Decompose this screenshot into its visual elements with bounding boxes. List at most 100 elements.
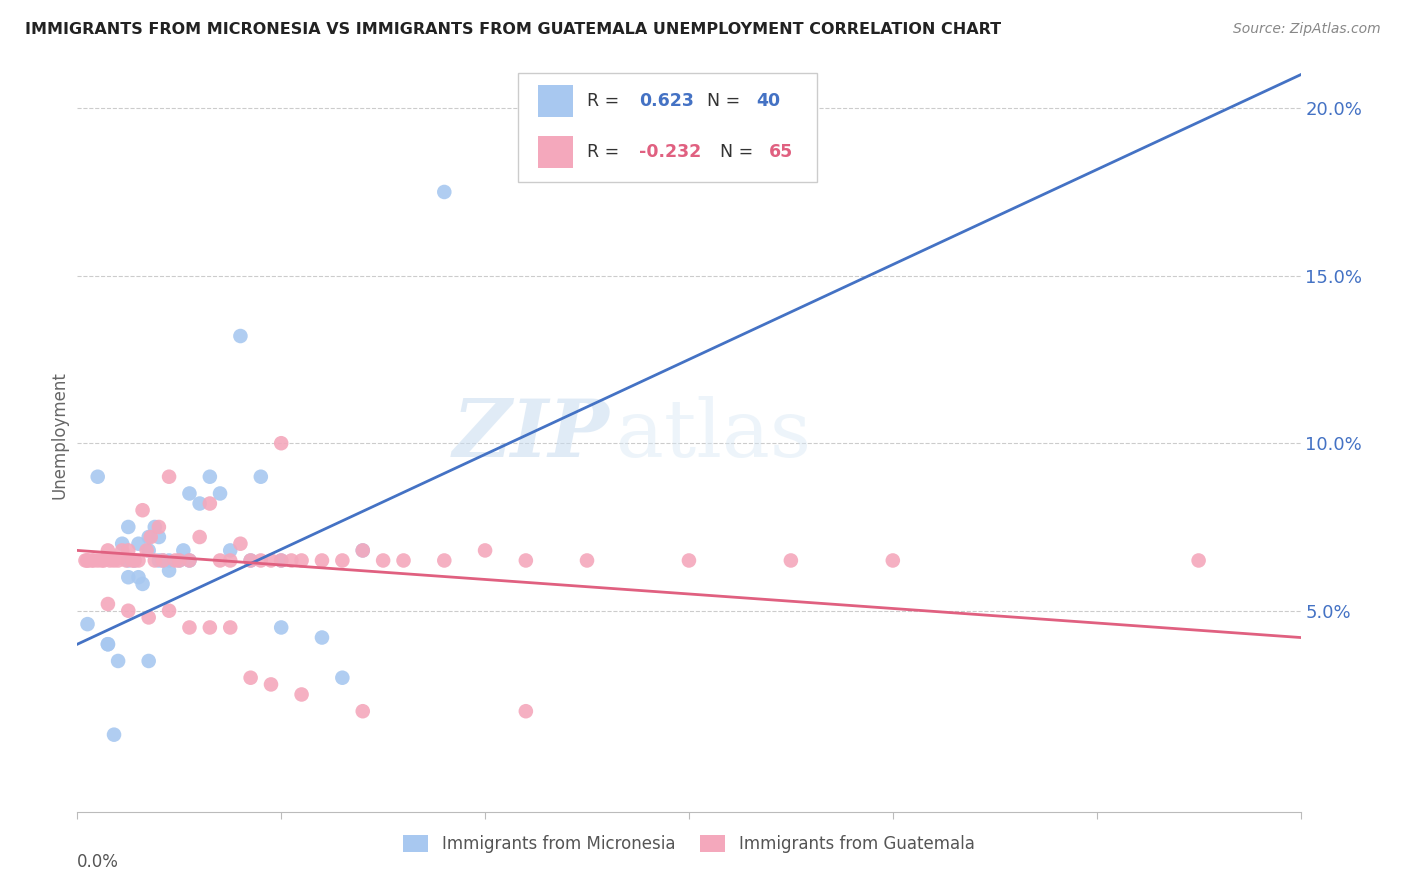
Point [352,543,374,558]
Point [152,553,174,567]
Point [148,520,170,534]
Point [117,553,139,567]
Point [75,553,97,567]
Point [107,654,129,668]
Text: 0.0%: 0.0% [77,853,120,871]
Point [352,704,374,718]
Point [678,553,700,567]
Text: Source: ZipAtlas.com: Source: ZipAtlas.com [1233,22,1381,37]
Point [392,553,415,567]
Point [882,553,904,567]
Point [250,553,273,567]
Point [779,553,801,567]
Text: 40: 40 [756,92,780,110]
Point [229,537,252,551]
Point [311,553,333,567]
Point [127,537,149,551]
Point [87,553,110,567]
Point [143,553,166,567]
Point [270,553,292,567]
Point [371,553,394,567]
Text: R =: R = [588,144,626,161]
Point [124,553,146,567]
Point [179,620,201,634]
Text: IMMIGRANTS FROM MICRONESIA VS IMMIGRANTS FROM GUATEMALA UNEMPLOYMENT CORRELATION: IMMIGRANTS FROM MICRONESIA VS IMMIGRANTS… [25,22,1001,37]
Point [515,553,537,567]
Point [198,620,221,634]
Point [179,553,201,567]
Point [198,469,221,483]
Point [148,553,170,567]
Bar [538,136,572,168]
Point [138,654,160,668]
Point [117,543,139,558]
Text: -0.232: -0.232 [638,144,702,161]
Point [270,553,292,567]
Text: R =: R = [588,92,626,110]
Point [152,553,174,567]
Point [131,503,153,517]
Point [169,553,191,567]
Point [332,671,354,685]
Point [229,329,252,343]
Point [311,631,333,645]
Point [270,620,292,634]
Text: ZIP: ZIP [453,396,609,474]
Point [219,543,242,558]
Point [131,577,153,591]
Point [138,610,160,624]
Point [188,496,211,510]
Point [97,637,120,651]
Point [239,553,262,567]
Point [332,553,354,567]
Bar [538,85,572,117]
Point [515,704,537,718]
Point [124,553,146,567]
Text: 65: 65 [769,144,793,161]
Point [179,553,201,567]
Point [208,486,231,500]
Point [576,553,599,567]
Point [157,553,180,567]
Point [139,530,162,544]
Point [111,543,134,558]
Point [117,570,139,584]
Legend: Immigrants from Micronesia, Immigrants from Guatemala: Immigrants from Micronesia, Immigrants f… [396,829,981,860]
Point [97,543,120,558]
Point [352,543,374,558]
Point [143,520,166,534]
Point [103,728,125,742]
Point [172,543,194,558]
Point [157,564,180,578]
Point [115,553,138,567]
Point [169,553,191,567]
Point [93,553,115,567]
Point [97,597,120,611]
Point [97,637,120,651]
Point [87,469,110,483]
Y-axis label: Unemployment: Unemployment [51,371,69,499]
Point [474,543,496,558]
Point [239,671,262,685]
Point [80,553,103,567]
Point [179,486,201,500]
Point [117,604,139,618]
Point [127,570,149,584]
Point [121,553,143,567]
Text: atlas: atlas [616,396,811,474]
Point [138,530,160,544]
Point [219,620,242,634]
Point [117,520,139,534]
Point [239,553,262,567]
Point [188,530,211,544]
Point [83,553,105,567]
Point [103,553,125,567]
Text: N =: N = [720,144,758,161]
Point [290,688,312,702]
Point [260,553,283,567]
Point [148,530,170,544]
Point [127,553,149,567]
Point [250,469,273,483]
Point [111,537,134,551]
Point [157,469,180,483]
